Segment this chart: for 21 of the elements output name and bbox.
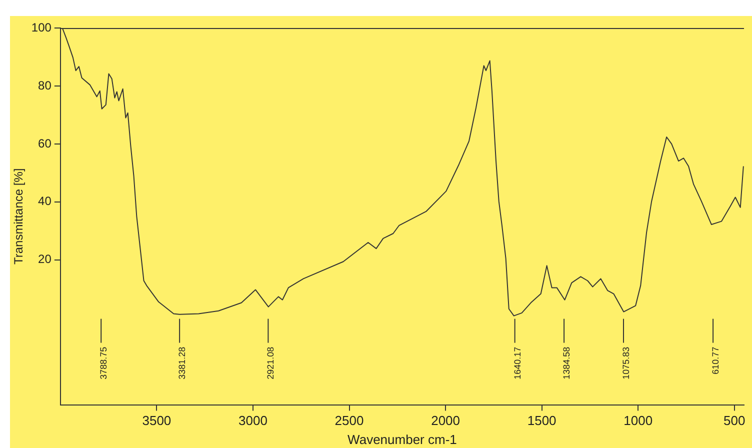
annotation: 1640.17 xyxy=(512,346,522,380)
annotation: 1384.58 xyxy=(562,346,572,380)
y-tick-label: 80 xyxy=(38,78,52,92)
annotation: 1075.83 xyxy=(620,346,631,380)
x-tick-label: 500 xyxy=(724,413,746,428)
x-tick-label: 3500 xyxy=(142,413,172,428)
y-axis-title: Transmittance [%] xyxy=(12,168,26,265)
y-tick-label: 20 xyxy=(38,252,52,266)
x-tick-label: 1500 xyxy=(527,413,556,428)
annotation: 3788.75 xyxy=(98,346,109,380)
x-tick-label: 3000 xyxy=(238,413,268,428)
x-tick-label: 2500 xyxy=(334,413,364,428)
x-tick-label: 2000 xyxy=(431,413,460,428)
y-tick-label: 40 xyxy=(38,194,52,208)
y-tick-label: 100 xyxy=(31,20,52,34)
x-axis-title: Wavenumber cm-1 xyxy=(348,432,457,447)
x-tick-label: 1000 xyxy=(624,413,653,428)
y-tick-label: 60 xyxy=(38,136,52,150)
annotation: 3381.28 xyxy=(177,346,188,380)
annotation: 610.77 xyxy=(710,346,721,374)
annotation: 2921.08 xyxy=(266,346,276,380)
